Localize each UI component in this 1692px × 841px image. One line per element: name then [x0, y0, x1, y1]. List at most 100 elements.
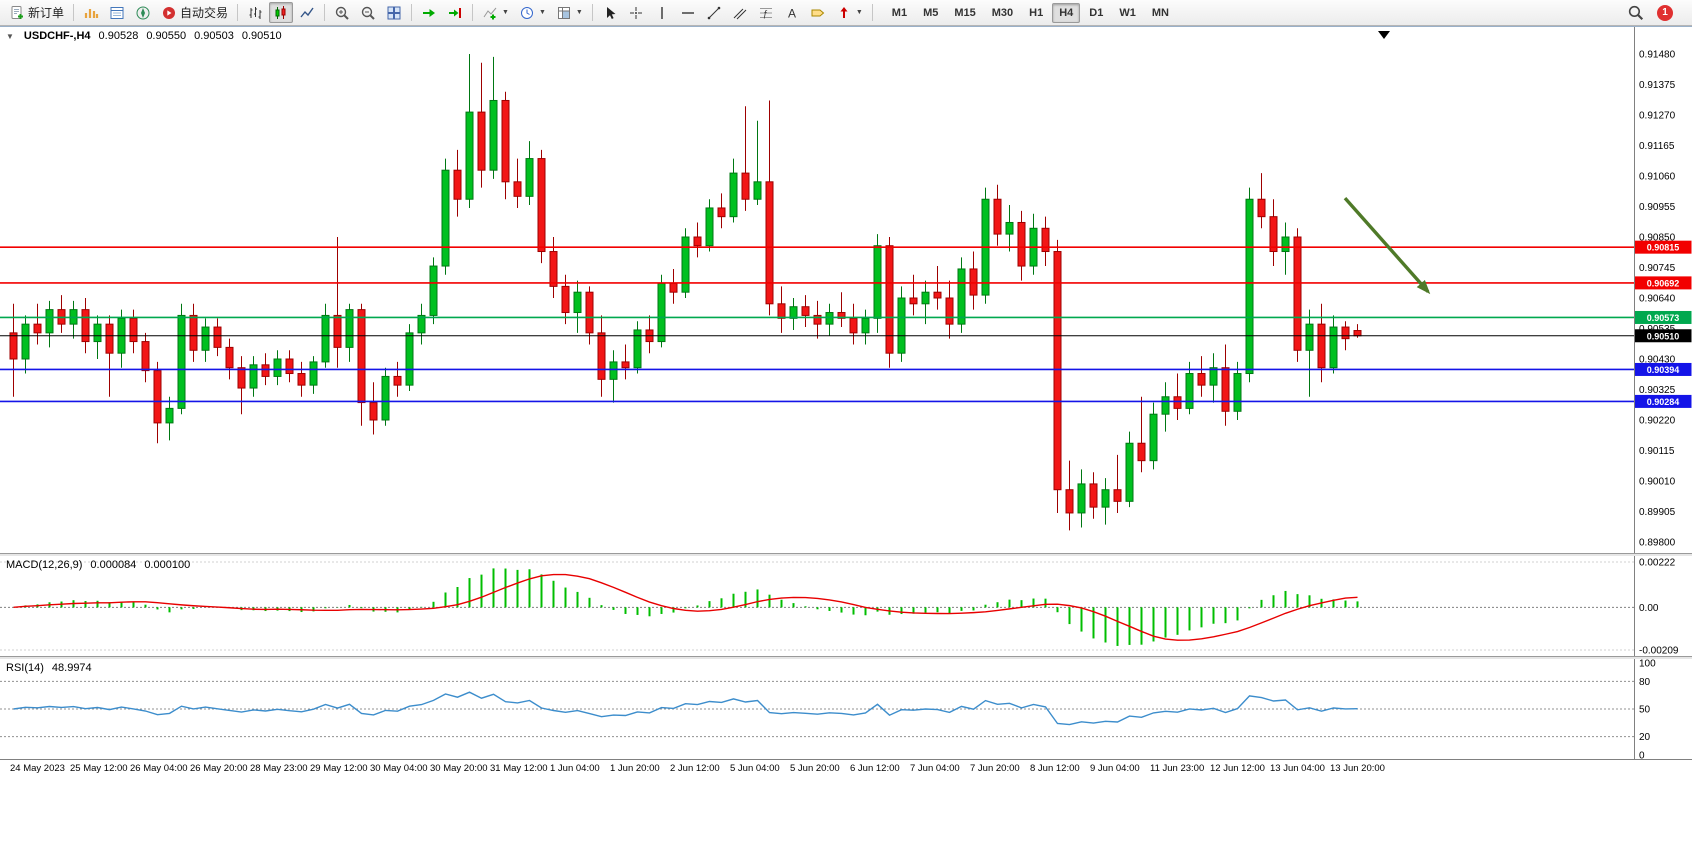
candle-body: [321, 314, 330, 363]
price-level-tag: [1634, 240, 1692, 254]
svg-text:A: A: [788, 6, 796, 20]
auto-trading-button[interactable]: 自动交易: [157, 2, 232, 23]
candle-body: [753, 181, 762, 200]
svg-text:0.90692: 0.90692: [1647, 278, 1680, 288]
timeframe-m5[interactable]: M5: [916, 3, 945, 23]
auto-scroll-button[interactable]: [417, 2, 441, 23]
candle-body: [525, 158, 534, 197]
rsi-panel[interactable]: 100 80 50 20 0 RSI(14) 48.9974: [0, 659, 1692, 759]
price-axis-label: 0.91375: [1639, 80, 1676, 91]
chart-window: 0.91480 0.91375 0.91270 0.91165 0.91060 0.909…: [0, 26, 1692, 841]
clock-icon: [519, 5, 535, 21]
channel-button[interactable]: [728, 2, 752, 23]
arrows-button[interactable]: ▼: [832, 2, 867, 23]
candle-body: [933, 291, 942, 299]
navigator-icon: [135, 5, 151, 21]
panel-separator[interactable]: [0, 656, 1692, 659]
rsi-canvas[interactable]: 100 80 50 20 0: [0, 659, 1692, 759]
time-axis-label: 1 Jun 04:00: [550, 763, 600, 774]
search-button[interactable]: [1623, 2, 1648, 23]
toolbar-separator: [73, 4, 75, 21]
chart-shift-button[interactable]: [443, 2, 467, 23]
market-watch-icon: [83, 5, 99, 21]
chevron-down-icon: ▼: [575, 9, 583, 16]
candle-body: [729, 172, 738, 218]
candle-body: [969, 268, 978, 296]
cursor-button[interactable]: [598, 2, 622, 23]
candle-body: [849, 317, 858, 334]
auto-trading-label: 自动交易: [180, 6, 229, 20]
text-button[interactable]: A: [780, 2, 804, 23]
crosshair-icon: [628, 5, 644, 21]
indicators-button[interactable]: ▼: [478, 2, 513, 23]
candle-body: [1233, 373, 1242, 412]
candle-body: [717, 207, 726, 218]
text-label-button[interactable]: [806, 2, 830, 23]
candle-body: [861, 317, 870, 334]
time-axis-label: 1 Jun 20:00: [610, 763, 660, 774]
one-click-trading-toggle[interactable]: ▼: [6, 31, 14, 41]
main-chart-canvas[interactable]: 0.91480 0.91375 0.91270 0.91165 0.91060 0.909…: [0, 27, 1692, 553]
trendline-button[interactable]: [702, 2, 726, 23]
price-level-tag: [1634, 276, 1692, 290]
timeframe-mn[interactable]: MN: [1145, 3, 1176, 23]
candle-body: [813, 314, 822, 325]
fibonacci-button[interactable]: ƒ: [754, 2, 778, 23]
candle-body: [129, 317, 138, 343]
toolbar-right: 1: [1623, 2, 1687, 23]
svg-text:0.90510: 0.90510: [1647, 331, 1680, 341]
candle-body: [993, 198, 1002, 235]
candle-body: [1209, 367, 1218, 386]
new-order-button[interactable]: 新订单: [5, 2, 68, 23]
candle-body: [945, 297, 954, 325]
timeframe-h1[interactable]: H1: [1022, 3, 1050, 23]
horizontal-line-button[interactable]: [676, 2, 700, 23]
candle-body: [921, 291, 930, 305]
candlestick-chart-button[interactable]: [269, 2, 294, 23]
templates-icon: [556, 5, 572, 21]
time-axis-label: 6 Jun 12:00: [850, 763, 900, 774]
candle-body: [1329, 326, 1338, 369]
timeframe-d1[interactable]: D1: [1082, 3, 1110, 23]
zoom-out-button[interactable]: [356, 2, 380, 23]
line-chart-button[interactable]: [295, 2, 319, 23]
periods-button[interactable]: ▼: [515, 2, 550, 23]
candle-body: [573, 291, 582, 314]
timeframe-m30[interactable]: M30: [985, 3, 1020, 23]
candle-body: [405, 332, 414, 386]
price-level-tag: [1634, 329, 1692, 343]
candle-body: [1125, 442, 1134, 502]
macd-panel[interactable]: 0.00222 0.00 -0.00209 MACD(12,26,9) 0.0000…: [0, 556, 1692, 656]
timeframe-m15[interactable]: M15: [947, 3, 982, 23]
timeframe-h4[interactable]: H4: [1052, 2, 1081, 23]
trendline-icon: [706, 5, 722, 21]
crosshair-button[interactable]: [624, 2, 648, 23]
fibonacci-icon: ƒ: [758, 5, 774, 21]
bar-chart-button[interactable]: [243, 2, 267, 23]
candle-body: [309, 361, 318, 386]
vertical-line-button[interactable]: [650, 2, 674, 23]
price-axis-label: 0.90745: [1639, 263, 1676, 274]
candle-body: [1077, 483, 1086, 514]
price-axis-label: 0.90430: [1639, 355, 1676, 366]
tile-windows-button[interactable]: [382, 2, 406, 23]
notification-badge[interactable]: 1: [1657, 4, 1673, 21]
candle-body: [153, 370, 162, 424]
timeframe-m1[interactable]: M1: [885, 3, 914, 23]
trend-arrow-annotation: [1343, 196, 1431, 295]
time-axis-label: 5 Jun 20:00: [790, 763, 840, 774]
panel-separator[interactable]: [0, 553, 1692, 556]
rsi-axis-label: 20: [1639, 732, 1651, 743]
templates-button[interactable]: ▼: [552, 2, 587, 23]
data-window-button[interactable]: [105, 2, 129, 23]
main-chart-panel[interactable]: 0.91480 0.91375 0.91270 0.91165 0.91060 0.909…: [0, 26, 1692, 553]
macd-canvas[interactable]: 0.00222 0.00 -0.00209: [0, 556, 1692, 656]
chart-shift-marker: [1378, 31, 1390, 39]
navigator-button[interactable]: [131, 2, 155, 23]
time-axis[interactable]: 24 May 2023 25 May 12:00 26 May 04:00 26 Ma…: [0, 759, 1692, 780]
candle-body: [597, 332, 606, 380]
market-watch-button[interactable]: [79, 2, 103, 23]
candle-body: [9, 332, 18, 360]
timeframe-w1[interactable]: W1: [1112, 3, 1143, 23]
zoom-in-button[interactable]: [330, 2, 354, 23]
